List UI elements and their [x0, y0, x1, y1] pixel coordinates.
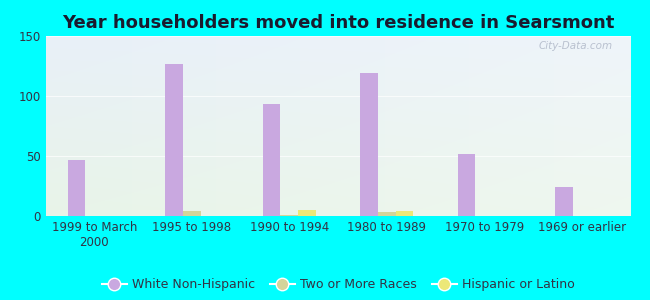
Bar: [165, 64, 183, 216]
Bar: [556, 187, 573, 216]
Bar: [378, 212, 395, 216]
Title: Year householders moved into residence in Searsmont: Year householders moved into residence i…: [62, 14, 614, 32]
Bar: [395, 211, 413, 216]
Bar: [298, 210, 316, 216]
Bar: [263, 104, 281, 216]
Bar: [281, 215, 298, 216]
Legend: White Non-Hispanic, Two or More Races, Hispanic or Latino: White Non-Hispanic, Two or More Races, H…: [97, 273, 579, 296]
Bar: [68, 160, 85, 216]
Bar: [183, 211, 201, 216]
Text: City-Data.com: City-Data.com: [539, 41, 613, 51]
Bar: [458, 154, 476, 216]
Bar: [360, 73, 378, 216]
